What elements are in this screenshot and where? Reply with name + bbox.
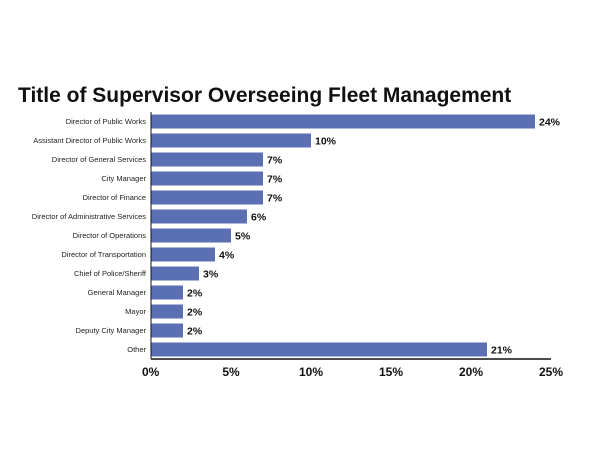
value-label: 3% [203,269,219,281]
bar [151,342,487,357]
value-label: 7% [267,155,283,167]
value-label: 10% [315,136,337,148]
bar [151,209,247,224]
category-label: General Manager [88,288,147,297]
value-label: 21% [491,345,513,357]
bar [151,171,263,186]
category-label: Mayor [125,307,146,316]
category-label: Director of Transportation [61,250,146,259]
x-tick-label: 15% [379,365,403,379]
bar [151,304,183,319]
chart-title: Title of Supervisor Overseeing Fleet Man… [18,84,512,107]
x-tick-label: 10% [299,365,323,379]
x-tick-label: 25% [539,365,563,379]
x-tick-label: 5% [222,365,240,379]
value-label: 7% [267,193,283,205]
value-label: 5% [235,231,251,243]
bar [151,228,231,243]
category-label: Director of Finance [83,193,146,202]
category-label: City Manager [101,174,146,183]
category-label: Director of Administrative Services [32,212,146,221]
x-tick-label: 0% [142,365,160,379]
value-label: 2% [187,326,203,338]
bar [151,323,183,338]
category-label: Assistant Director of Public Works [33,136,146,145]
category-label: Other [127,345,146,354]
bar [151,266,199,281]
category-label: Deputy City Manager [76,326,147,335]
value-label: 4% [219,250,235,262]
bar [151,285,183,300]
category-label: Director of General Services [52,155,146,164]
bar [151,152,263,167]
value-label: 2% [187,307,203,319]
category-label: Director of Operations [73,231,147,240]
value-label: 2% [187,288,203,300]
bar [151,133,311,148]
category-label: Director of Public Works [66,117,147,126]
bar [151,247,215,262]
x-tick-label: 20% [459,365,483,379]
value-label: 24% [539,117,561,129]
bar [151,190,263,205]
category-label: Chief of Police/Sheriff [74,269,147,278]
value-label: 6% [251,212,267,224]
value-label: 7% [267,174,283,186]
bar [151,114,535,129]
